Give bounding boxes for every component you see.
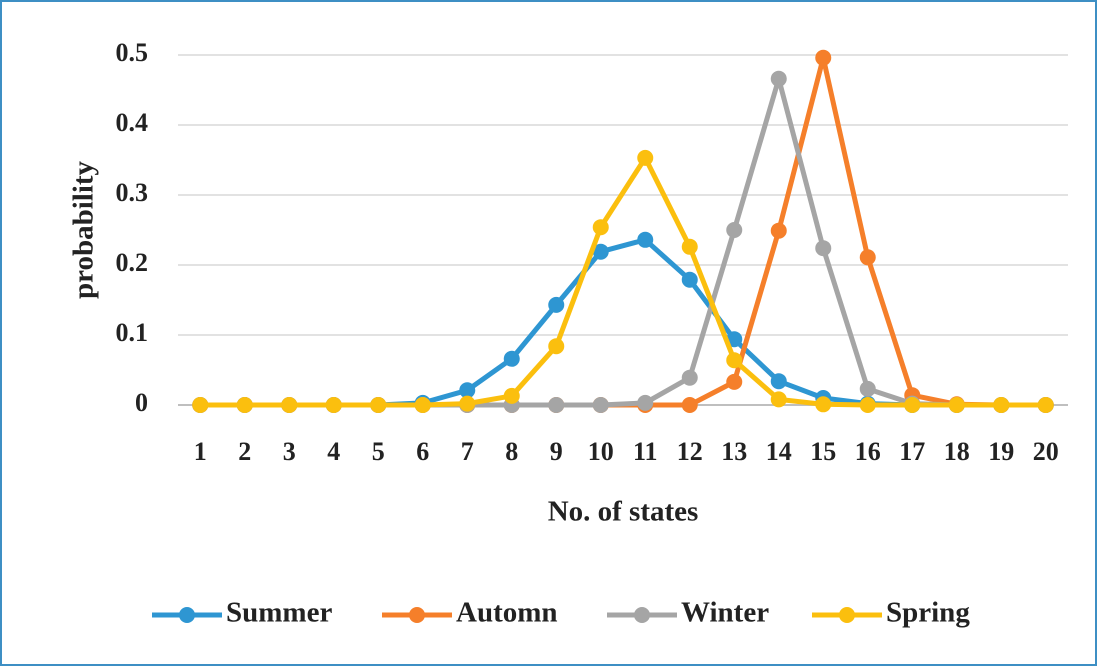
y-tick-label: 0.4	[116, 108, 149, 137]
data-point	[592, 243, 609, 260]
data-point	[815, 240, 832, 257]
data-point	[637, 394, 654, 411]
y-axis-label: probability	[68, 160, 100, 299]
legend-swatch-marker	[634, 607, 650, 623]
data-point	[859, 380, 876, 397]
data-point	[459, 382, 476, 399]
x-tick-label: 13	[721, 437, 747, 466]
x-tick-label: 19	[988, 437, 1014, 466]
x-tick-label: 4	[327, 437, 340, 466]
y-tick-label: 0.2	[116, 248, 149, 277]
x-tick-label: 12	[677, 437, 703, 466]
data-point	[548, 296, 565, 313]
data-point	[503, 350, 520, 367]
data-point	[681, 369, 698, 386]
x-tick-label: 5	[372, 437, 385, 466]
data-point	[859, 249, 876, 266]
x-tick-label: 20	[1033, 437, 1059, 466]
data-point	[592, 397, 609, 413]
data-point	[815, 396, 832, 413]
data-point	[548, 338, 565, 355]
legend-swatch-marker	[179, 607, 195, 623]
x-tick-label: 7	[461, 437, 474, 466]
legend-swatch-marker	[839, 607, 855, 623]
data-point	[592, 219, 609, 236]
data-point	[770, 391, 787, 408]
data-point	[548, 397, 565, 413]
x-tick-label: 8	[505, 437, 518, 466]
data-point	[993, 397, 1010, 413]
data-point	[904, 397, 921, 413]
x-axis-label: No. of states	[548, 496, 699, 528]
data-point	[726, 222, 743, 238]
data-point	[236, 397, 253, 413]
data-point	[370, 397, 387, 413]
data-point	[726, 373, 743, 390]
x-tick-label: 6	[416, 437, 429, 466]
x-tick-label: 9	[550, 437, 563, 466]
y-tick-label: 0.5	[116, 38, 149, 67]
data-point	[815, 49, 832, 66]
y-tick-label: 0	[135, 388, 148, 417]
data-point	[281, 397, 298, 413]
legend-swatch-marker	[409, 607, 425, 623]
y-tick-label: 0.1	[116, 318, 149, 347]
legend-label: Summer	[226, 597, 332, 629]
data-point	[637, 231, 654, 248]
x-tick-label: 14	[766, 437, 792, 466]
x-tick-label: 15	[810, 437, 836, 466]
data-point	[414, 397, 431, 413]
data-point	[325, 397, 342, 413]
data-point	[681, 397, 698, 413]
data-point	[726, 352, 743, 369]
data-point	[1037, 397, 1054, 413]
data-point	[459, 395, 476, 412]
data-point	[637, 149, 654, 166]
x-tick-label: 10	[588, 437, 614, 466]
x-tick-label: 11	[633, 437, 658, 466]
data-point	[681, 238, 698, 255]
series	[192, 149, 1054, 413]
x-tick-label: 2	[238, 437, 251, 466]
legend-label: Automn	[456, 597, 558, 629]
data-point	[770, 373, 787, 390]
y-tick-label: 0.3	[116, 178, 149, 207]
x-tick-label: 1	[194, 437, 207, 466]
x-tick-label: 18	[944, 437, 970, 466]
legend-label: Spring	[886, 597, 970, 629]
data-point	[770, 222, 787, 239]
x-tick-label: 17	[899, 437, 925, 466]
data-point	[192, 397, 209, 413]
x-tick-label: 16	[855, 437, 881, 466]
data-point	[859, 397, 876, 413]
data-point	[681, 271, 698, 288]
data-point	[948, 397, 965, 413]
data-point	[503, 387, 520, 404]
data-point	[770, 70, 787, 87]
x-tick-label: 3	[283, 437, 296, 466]
legend-label: Winter	[681, 597, 769, 629]
